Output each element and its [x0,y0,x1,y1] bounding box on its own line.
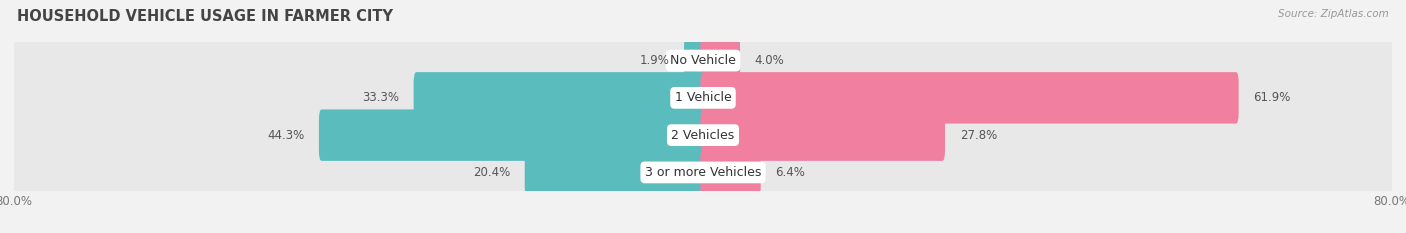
FancyBboxPatch shape [14,42,1392,79]
Text: 1.9%: 1.9% [640,54,669,67]
Text: 44.3%: 44.3% [267,129,304,142]
FancyBboxPatch shape [413,72,706,123]
Text: 27.8%: 27.8% [960,129,997,142]
Text: 61.9%: 61.9% [1253,91,1291,104]
Text: 33.3%: 33.3% [361,91,399,104]
Text: 1 Vehicle: 1 Vehicle [675,91,731,104]
FancyBboxPatch shape [10,63,1396,133]
Text: HOUSEHOLD VEHICLE USAGE IN FARMER CITY: HOUSEHOLD VEHICLE USAGE IN FARMER CITY [17,9,392,24]
FancyBboxPatch shape [10,26,1396,95]
FancyBboxPatch shape [319,110,706,161]
Text: 20.4%: 20.4% [472,166,510,179]
FancyBboxPatch shape [14,116,1392,154]
FancyBboxPatch shape [685,35,706,86]
FancyBboxPatch shape [700,110,945,161]
FancyBboxPatch shape [14,79,1392,116]
FancyBboxPatch shape [14,154,1392,191]
FancyBboxPatch shape [700,147,761,198]
FancyBboxPatch shape [10,138,1396,207]
Text: 4.0%: 4.0% [755,54,785,67]
Text: 6.4%: 6.4% [775,166,806,179]
FancyBboxPatch shape [700,72,1239,123]
FancyBboxPatch shape [700,35,740,86]
Text: 3 or more Vehicles: 3 or more Vehicles [645,166,761,179]
FancyBboxPatch shape [10,100,1396,170]
Text: Source: ZipAtlas.com: Source: ZipAtlas.com [1278,9,1389,19]
Text: No Vehicle: No Vehicle [671,54,735,67]
FancyBboxPatch shape [524,147,706,198]
Text: 2 Vehicles: 2 Vehicles [672,129,734,142]
